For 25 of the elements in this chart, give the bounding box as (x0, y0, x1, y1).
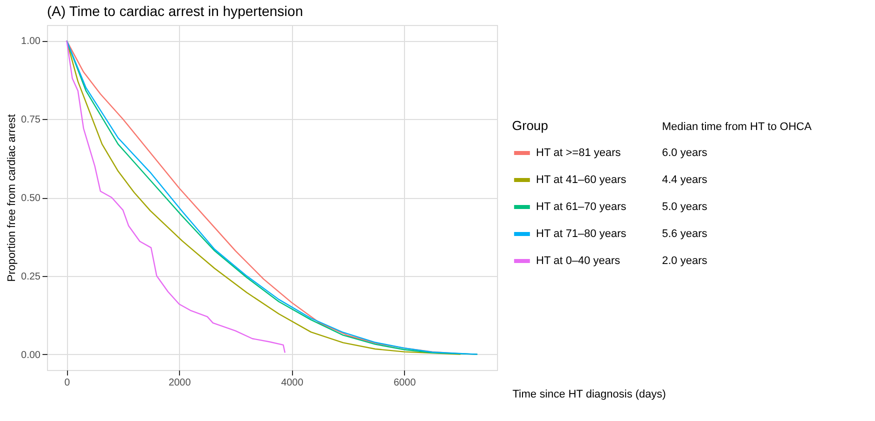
legend-label: HT at 0–40 years (536, 255, 621, 267)
chart-title: (A) Time to cardiac arrest in hypertension (47, 3, 303, 19)
text: Median time from HT to OHCA (662, 121, 812, 133)
y-tick-label: 1.00 (21, 36, 41, 48)
legend-title: Group (512, 118, 548, 133)
y-tick-label: 0.50 (21, 193, 41, 204)
x-tick-label: 4000 (281, 378, 304, 388)
legend-label: HT at >=81 years (536, 147, 622, 159)
text: 5.0 years (662, 201, 708, 213)
line-series (66, 40, 286, 354)
text: 6.0 years (662, 147, 708, 159)
x-tick-label: 0 (64, 378, 70, 388)
text: 5.6 years (662, 228, 708, 240)
text: 2.0 years (662, 255, 708, 267)
text: 4.4 years (662, 174, 708, 186)
y-axis-title: Proportion free from cardiac arrest (6, 114, 18, 282)
legend-label: HT at 61–70 years (536, 201, 627, 213)
x-tick-label: 6000 (394, 378, 416, 388)
legend-label: HT at 71–80 years (536, 228, 627, 240)
y-tick-label: 0.75 (21, 114, 41, 126)
x-axis-title: Time since HT diagnosis (days) (512, 388, 666, 400)
y-tick-label: 0.25 (21, 271, 41, 282)
legend-label: HT at 41–60 years (536, 174, 627, 186)
y-tick-label: 0.00 (21, 350, 41, 361)
x-tick-label: 2000 (168, 378, 192, 388)
